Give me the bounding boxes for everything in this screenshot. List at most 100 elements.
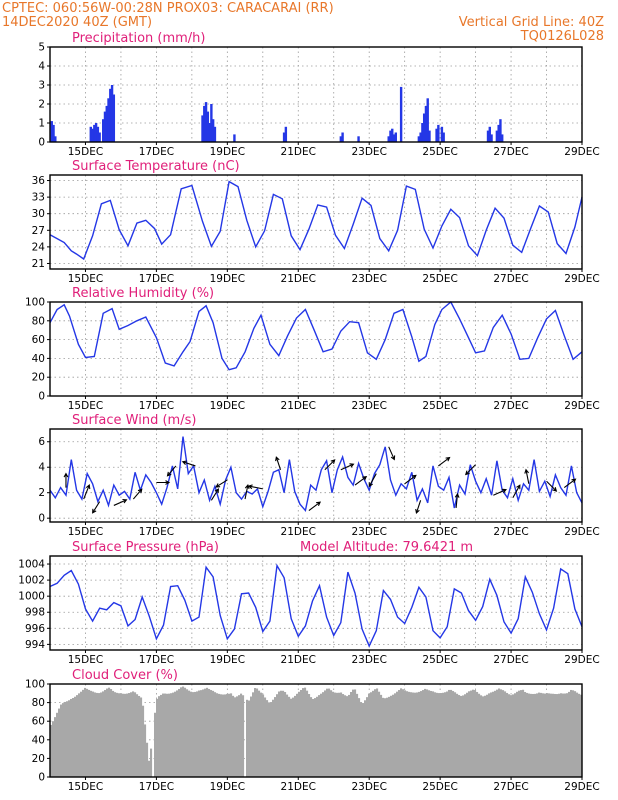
cloud-col-243 — [536, 693, 539, 777]
precip-bar-45 — [440, 126, 444, 142]
wind-arrow-10 — [244, 483, 250, 500]
rh-xtick-label-6: 27DEC — [493, 400, 528, 412]
cloud-col-104 — [258, 690, 261, 777]
cloud-xtick-label-3: 21DEC — [281, 781, 316, 793]
precip-bar-22 — [211, 119, 215, 142]
cloud-col-41 — [132, 691, 135, 777]
wind-arrow-1 — [83, 484, 91, 500]
cloud-col-129 — [308, 694, 311, 777]
cloud-col-59 — [168, 693, 171, 777]
cloud-col-156 — [362, 703, 365, 777]
precip-bar-41 — [426, 98, 429, 142]
cloud-col-3 — [56, 712, 59, 777]
pressure-title: Surface Pressure (hPa) — [72, 540, 219, 555]
wind-xtick-label-5: 25DEC — [422, 526, 457, 538]
cloud-col-215 — [480, 695, 483, 777]
pressure-subtitle: Model Altitude: 79.6421 m — [300, 540, 473, 555]
precip-xtick-label-6: 27DEC — [493, 146, 528, 158]
cloud-col-218 — [486, 694, 489, 777]
cloud-col-130 — [310, 697, 313, 777]
cloud-col-152 — [354, 689, 357, 777]
precip-bar-5 — [93, 124, 96, 142]
cloud-col-78 — [206, 687, 209, 777]
precip-bar-53 — [501, 134, 504, 142]
wind-arrow-9 — [215, 479, 228, 488]
cloud-col-199 — [448, 689, 451, 777]
header-station: CPTEC: 060:56W-00:28N PROX03: CARACARAI … — [2, 1, 334, 16]
wind-xtick-label-2: 19DEC — [210, 526, 245, 538]
wind-xtick-label-3: 21DEC — [281, 526, 316, 538]
cloud-col-235 — [520, 690, 523, 777]
cloud-col-121 — [292, 697, 295, 777]
cloud-col-32 — [114, 692, 117, 777]
cloud-col-128 — [306, 690, 309, 777]
cloud-col-16 — [82, 689, 85, 777]
precip-bar-38 — [421, 123, 424, 142]
temp-ytick-label-3: 30 — [32, 208, 45, 220]
cloud-col-46 — [142, 705, 145, 777]
temp-ytick-label-1: 24 — [32, 241, 46, 253]
cloud-col-205 — [460, 695, 463, 777]
cloud-col-83 — [216, 693, 219, 777]
cloud-col-10 — [70, 698, 73, 777]
cloud-col-139 — [328, 688, 331, 777]
cloud-col-64 — [178, 688, 181, 777]
wind-ytick-label-3: 6 — [38, 436, 45, 448]
cloud-col-123 — [296, 693, 299, 777]
precip-bar-48 — [488, 126, 491, 142]
precip-ytick-label-5: 5 — [38, 42, 45, 54]
precip-ytick-label-1: 1 — [38, 118, 45, 130]
cloud-col-147 — [344, 695, 347, 777]
cloud-col-220 — [490, 692, 493, 777]
cloud-col-90 — [230, 693, 233, 777]
cloud-col-154 — [358, 698, 361, 777]
cloud-col-79 — [208, 688, 211, 777]
wind-ytick-label-2: 4 — [38, 462, 45, 474]
cloud-col-94 — [238, 695, 241, 777]
precip-bar-15 — [112, 94, 116, 142]
cloud-xtick-label-1: 17DEC — [139, 781, 174, 793]
cloud-col-12 — [74, 696, 77, 777]
cloud-col-20 — [90, 690, 93, 777]
cloud-col-187 — [424, 688, 427, 777]
cloud-col-239 — [528, 693, 531, 777]
cloud-col-11 — [72, 697, 75, 777]
cloud-cover-panel: 0 20 40 60 80 100 15DEC 17DEC 19DEC 21DEC 23DEC 25D… — [25, 668, 600, 793]
rh-frame — [49, 301, 583, 397]
cloud-col-40 — [130, 692, 133, 777]
pressure-xtick-label-5: 25DEC — [422, 654, 457, 666]
cloud-col-158 — [366, 697, 369, 777]
cloud-col-198 — [446, 691, 449, 777]
cloud-col-137 — [324, 690, 327, 777]
cloud-col-122 — [294, 695, 297, 777]
cloud-col-116 — [282, 690, 285, 777]
wind-arrow-17 — [368, 473, 377, 488]
cloud-col-206 — [462, 695, 465, 777]
cloud-col-55 — [160, 694, 163, 777]
cloud-col-108 — [266, 700, 269, 777]
cloud-col-237 — [524, 691, 527, 777]
cloud-col-162 — [374, 689, 377, 777]
temp-xtick-label-5: 25DEC — [422, 273, 457, 285]
cloud-col-196 — [442, 692, 445, 777]
cloud-col-261 — [572, 690, 575, 777]
cloud-col-180 — [410, 692, 413, 777]
cloud-col-118 — [286, 694, 289, 777]
cloud-ytick-label-3: 60 — [32, 716, 45, 728]
pressure-panel: 994 996 998 1000 1002 1004 15DEC 17DEC 19DEC 21DE… — [18, 540, 599, 666]
cloud-col-119 — [288, 696, 291, 777]
cloud-col-256 — [562, 693, 565, 777]
cloud-col-175 — [400, 688, 403, 777]
cloud-col-72 — [194, 691, 197, 777]
cloud-col-102 — [254, 688, 257, 777]
pressure-ytick-label-4: 1002 — [18, 575, 45, 587]
cloud-col-145 — [340, 692, 343, 777]
cloud-col-29 — [108, 687, 111, 777]
wind-arrow-0 — [63, 472, 69, 488]
cloud-col-184 — [418, 691, 421, 777]
cloud-ytick-label-2: 40 — [32, 734, 45, 746]
cloud-col-53 — [156, 698, 159, 777]
temp-series-line — [49, 180, 583, 261]
temp-xtick-label-0: 15DEC — [68, 273, 103, 285]
